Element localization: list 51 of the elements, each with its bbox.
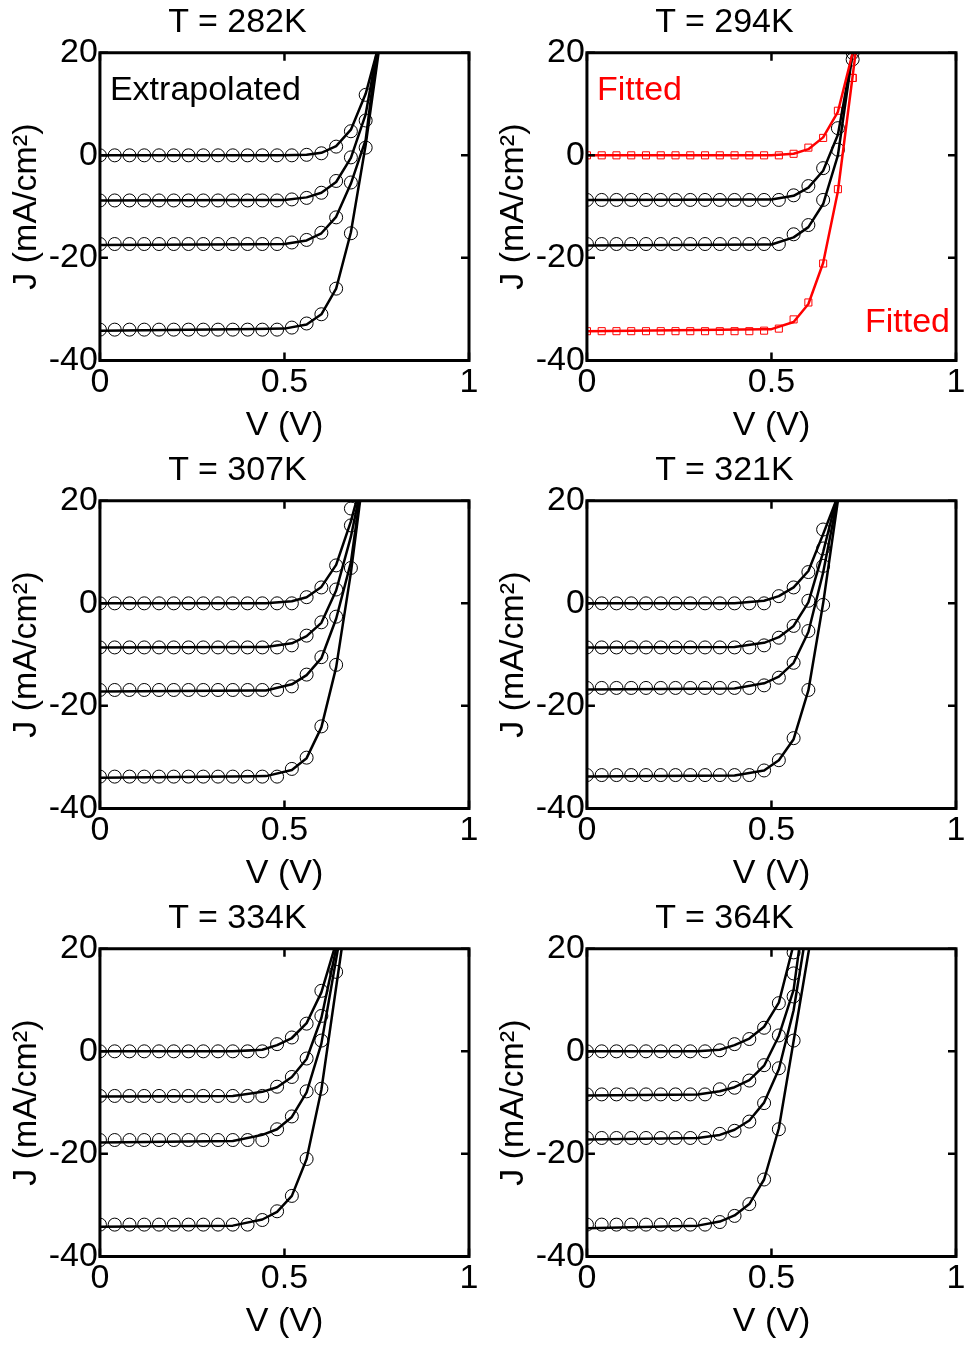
annotation: Fitted xyxy=(864,300,950,339)
y-axis-title: J (mA/cm²) xyxy=(491,571,530,738)
x-tick-label: 0.5 xyxy=(747,1257,796,1296)
y-tick-label: 0 xyxy=(566,133,585,172)
x-tick-label: 0.5 xyxy=(747,809,796,848)
chart-title: T = 364K xyxy=(655,896,794,935)
y-tick-label: -20 xyxy=(48,684,98,723)
chart-title: T = 294K xyxy=(655,0,794,39)
y-tick-label: -20 xyxy=(48,236,98,275)
y-tick-label: -20 xyxy=(535,236,585,275)
y-tick-label: 0 xyxy=(79,133,98,172)
y-tick-label: 0 xyxy=(79,581,98,620)
x-axis-title: V (V) xyxy=(245,851,324,890)
chart-title: T = 334K xyxy=(168,896,307,935)
x-tick-label: 1 xyxy=(946,1257,966,1296)
y-tick-label: 20 xyxy=(60,927,98,966)
y-tick-label: 0 xyxy=(566,1029,585,1068)
x-tick-label: 1 xyxy=(459,361,479,400)
x-axis-title: V (V) xyxy=(732,851,811,890)
x-axis-title: V (V) xyxy=(732,403,811,442)
y-tick-label: -20 xyxy=(535,684,585,723)
x-tick-label: 1 xyxy=(946,809,966,848)
x-tick-label: 1 xyxy=(459,1257,479,1296)
x-axis-title: V (V) xyxy=(245,1299,324,1338)
y-tick-label: -20 xyxy=(48,1132,98,1171)
x-tick-label: 0.5 xyxy=(260,361,309,400)
y-tick-label: 20 xyxy=(547,479,585,518)
chart-title: T = 282K xyxy=(168,0,307,39)
y-tick-label: 0 xyxy=(566,581,585,620)
x-tick-label: 1 xyxy=(946,361,966,400)
x-tick-label: 1 xyxy=(459,809,479,848)
y-tick-label: -20 xyxy=(535,1132,585,1171)
y-axis-title: J (mA/cm²) xyxy=(491,1019,530,1186)
y-axis-title: J (mA/cm²) xyxy=(491,123,530,290)
y-tick-label: 20 xyxy=(60,31,98,70)
y-tick-label: 20 xyxy=(60,479,98,518)
annotation: Fitted xyxy=(596,69,682,108)
y-axis-title: J (mA/cm²) xyxy=(4,123,43,290)
y-tick-label: 20 xyxy=(547,927,585,966)
x-axis-title: V (V) xyxy=(732,1299,811,1338)
y-tick-label: 0 xyxy=(79,1029,98,1068)
x-tick-label: 0.5 xyxy=(260,809,309,848)
y-axis-title: J (mA/cm²) xyxy=(4,1019,43,1186)
y-tick-label: 20 xyxy=(547,31,585,70)
x-tick-label: 0.5 xyxy=(747,361,796,400)
x-axis-title: V (V) xyxy=(245,403,324,442)
chart-title: T = 307K xyxy=(168,448,307,487)
annotation: Extrapolated xyxy=(109,69,301,108)
y-axis-title: J (mA/cm²) xyxy=(4,571,43,738)
x-tick-label: 0.5 xyxy=(260,1257,309,1296)
chart-title: T = 321K xyxy=(655,448,794,487)
